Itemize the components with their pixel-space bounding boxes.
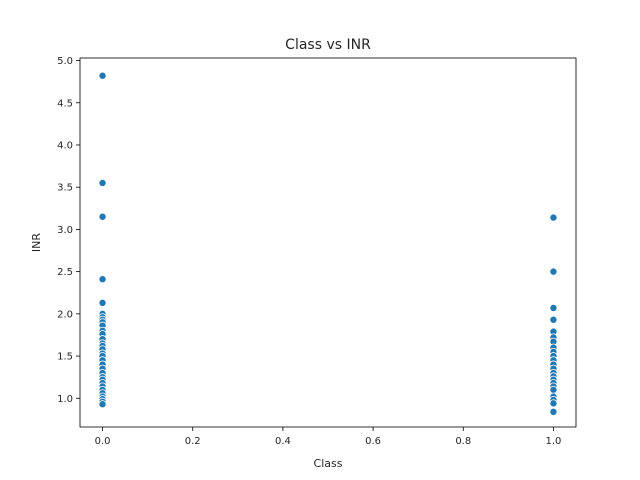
data-point: [98, 400, 107, 409]
y-axis-label: INR: [30, 233, 43, 252]
y-tick-label: 3.0: [57, 225, 73, 236]
y-tick-label: 1.0: [57, 394, 73, 405]
data-point: [549, 303, 558, 312]
x-tick-label: 0.6: [365, 436, 381, 447]
x-axis: 0.0 0.2 0.4 0.6 0.8 1.0: [95, 427, 562, 447]
y-tick-label: 5.0: [57, 56, 73, 67]
data-point: [98, 178, 107, 187]
data-point: [98, 212, 107, 221]
data-point: [98, 298, 107, 307]
x-axis-label: Class: [314, 457, 343, 470]
x-tick-label: 0.4: [275, 436, 291, 447]
x-tick-label: 0.0: [95, 436, 111, 447]
y-tick-label: 3.5: [57, 183, 73, 194]
plot-frame: [79, 57, 577, 428]
y-tick-label: 4.0: [57, 140, 73, 151]
data-point: [549, 399, 558, 408]
data-point: [549, 213, 558, 222]
data-point: [98, 275, 107, 284]
data-point: [549, 267, 558, 276]
chart-title: Class vs INR: [285, 37, 371, 53]
x-tick-label: 0.8: [455, 436, 471, 447]
y-tick-label: 2.0: [57, 309, 73, 320]
y-tick-label: 4.5: [57, 98, 73, 109]
x-tick-label: 0.2: [185, 436, 201, 447]
x-tick-label: 1.0: [546, 436, 562, 447]
data-point: [98, 71, 107, 80]
y-axis: 1.0 1.5 2.0 2.5 3.0 3.5 4.0 4.5 5.0: [57, 56, 80, 405]
data-point: [549, 315, 558, 324]
y-tick-label: 2.5: [57, 267, 73, 278]
points-layer: [98, 71, 558, 416]
data-point: [549, 407, 558, 416]
data-point: [549, 385, 558, 394]
y-tick-label: 1.5: [57, 352, 73, 363]
